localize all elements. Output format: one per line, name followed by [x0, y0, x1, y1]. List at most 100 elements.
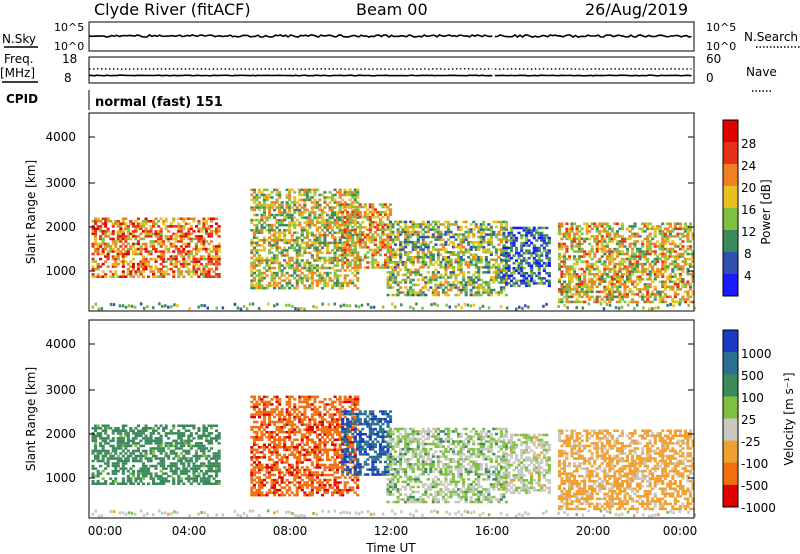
power-cell [310, 244, 314, 247]
velocity-cell [96, 459, 100, 463]
power-cell [288, 279, 292, 282]
power-cell [570, 265, 574, 268]
power-cell [310, 274, 314, 277]
power-cell [623, 283, 627, 286]
power-cell [499, 233, 503, 236]
power-cell [217, 242, 221, 246]
velocity-cell [159, 449, 163, 453]
power-cell [341, 246, 345, 250]
velocity-cell [154, 474, 158, 478]
power-cell [658, 270, 662, 273]
velocity-cell [147, 469, 151, 473]
power-cell [673, 245, 677, 248]
velocity-cell [197, 427, 201, 430]
power-cell [353, 201, 357, 204]
power-cell [414, 283, 418, 287]
power-cell [603, 237, 607, 241]
power-cell [472, 228, 476, 231]
power-cell [676, 235, 680, 238]
power-cell [583, 280, 587, 283]
power-cell [565, 245, 569, 248]
power-cell [373, 210, 377, 214]
power-cell [409, 288, 413, 292]
power-cell [104, 260, 108, 263]
power-cell [573, 245, 577, 248]
power-cell [678, 273, 682, 276]
power-cell [615, 252, 619, 256]
power-cell [341, 229, 345, 232]
power-cell [167, 305, 170, 309]
power-cell [487, 263, 491, 267]
power-cell [457, 261, 461, 264]
power-cell [409, 251, 413, 254]
power-cell [595, 267, 599, 271]
power-cell [467, 243, 471, 246]
velocity-cell [141, 449, 145, 453]
power-cell [293, 221, 297, 224]
velocity-cell [189, 444, 193, 448]
power-cell [560, 242, 564, 246]
power-cell [666, 222, 670, 225]
power-cell [111, 273, 115, 276]
power-cell [641, 230, 645, 233]
power-cell [608, 275, 612, 278]
power-cell [139, 260, 143, 263]
power-cell [366, 246, 370, 249]
power-cell [673, 265, 677, 268]
power-cell [252, 206, 256, 209]
power-cell [285, 206, 289, 209]
power-cell [139, 252, 143, 256]
power-cell [633, 232, 637, 236]
power-cell [683, 290, 687, 294]
power-cell [499, 223, 503, 226]
power-cell [358, 243, 362, 247]
power-cell [121, 235, 125, 238]
power-cell [343, 281, 347, 285]
power-cell [189, 237, 193, 241]
velocity-cell [124, 444, 128, 448]
power-cell [341, 251, 345, 254]
velocity-cell [202, 477, 206, 480]
power-cell [141, 230, 145, 233]
power-cell [436, 263, 440, 267]
velocity-cell [169, 467, 173, 470]
velocity-cell [129, 439, 133, 443]
velocity-cell [109, 477, 113, 480]
power-cell [336, 259, 340, 262]
power-cell [338, 231, 342, 234]
power-cell [613, 283, 617, 286]
power-cell [323, 198, 327, 202]
velocity-cell [177, 434, 181, 438]
power-cell [454, 273, 458, 277]
power-cell [336, 284, 340, 287]
power-cell [585, 252, 589, 256]
power-cell [363, 266, 367, 269]
power-cell [661, 265, 665, 268]
power-cell [542, 269, 546, 272]
power-cell [474, 256, 478, 259]
velocity-cell [205, 477, 209, 480]
power-cell [467, 266, 471, 269]
power-cell [308, 246, 312, 250]
power-cell [457, 288, 461, 292]
power-cell [152, 232, 156, 236]
velocity-cell [197, 464, 201, 468]
power-cell [593, 300, 597, 304]
power-cell [270, 234, 274, 237]
power-cell [202, 242, 206, 246]
velocity-cell [177, 480, 181, 483]
power-cell [199, 262, 203, 266]
power-cell [673, 295, 677, 299]
power-cell [386, 248, 390, 251]
power-cell [449, 258, 453, 261]
power-cell [502, 259, 506, 262]
velocity-cell [217, 454, 221, 458]
power-cell [568, 237, 572, 241]
power-cell [313, 206, 317, 209]
power-cell [119, 225, 123, 228]
power-cell [643, 262, 647, 266]
power-cell [457, 253, 461, 256]
power-cell [126, 235, 130, 238]
power-cell [189, 232, 193, 236]
velocity-cell [252, 468, 256, 472]
